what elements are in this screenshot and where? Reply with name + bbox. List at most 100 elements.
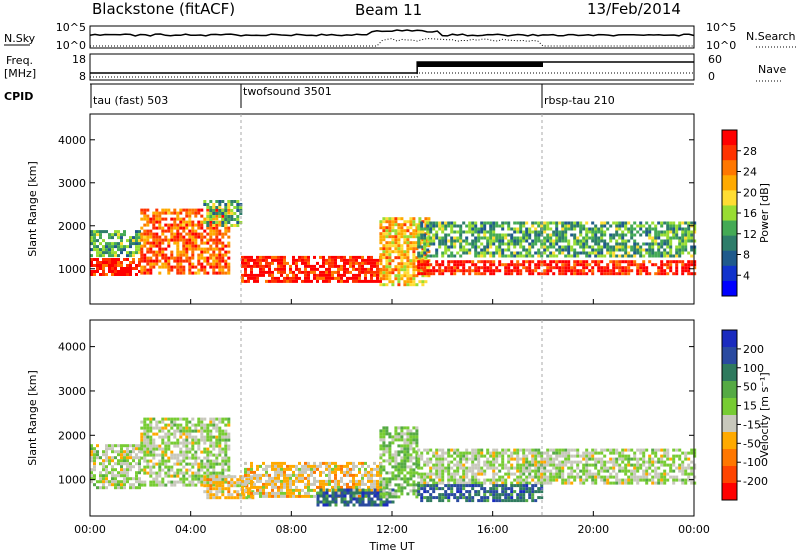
power-cell bbox=[421, 238, 425, 242]
velocity-cell bbox=[322, 500, 326, 504]
power-cell bbox=[391, 268, 395, 272]
velocity-cell bbox=[346, 491, 350, 495]
velocity-cell bbox=[693, 466, 697, 470]
velocity-cell bbox=[262, 482, 265, 486]
power-cell bbox=[678, 248, 682, 252]
power-cell bbox=[495, 251, 499, 255]
velocity-cell bbox=[423, 478, 427, 482]
velocity-cell bbox=[648, 478, 652, 482]
velocity-cell bbox=[227, 481, 231, 485]
power-cell bbox=[492, 242, 496, 246]
velocity-cell bbox=[319, 485, 322, 489]
power-cell bbox=[606, 221, 610, 225]
velocity-cell bbox=[209, 475, 213, 479]
velocity-cell bbox=[513, 466, 517, 470]
power-cell bbox=[444, 233, 448, 237]
velocity-cell bbox=[158, 453, 162, 457]
velocity-cell bbox=[462, 451, 466, 455]
velocity-cell bbox=[468, 484, 472, 488]
power-cell bbox=[687, 230, 691, 234]
velocity-cell bbox=[465, 466, 469, 470]
velocity-cell bbox=[203, 475, 207, 479]
power-cell bbox=[215, 262, 219, 266]
power-cell bbox=[200, 208, 204, 212]
velocity-cell bbox=[352, 464, 355, 468]
velocity-cell bbox=[624, 478, 628, 482]
velocity-cell bbox=[158, 444, 162, 448]
power-cell bbox=[564, 245, 568, 249]
beam-title: Beam 11 bbox=[355, 1, 422, 19]
power-cell bbox=[429, 242, 433, 246]
velocity-cell bbox=[143, 444, 147, 448]
power-cell bbox=[99, 264, 102, 267]
power-cell bbox=[693, 224, 697, 228]
power-cell bbox=[600, 245, 604, 249]
power-cell bbox=[388, 280, 392, 284]
power-cell bbox=[669, 263, 673, 267]
velocity-cell bbox=[155, 480, 159, 484]
velocity-cell bbox=[615, 481, 619, 485]
velocity-cell bbox=[283, 476, 286, 480]
power-cell bbox=[176, 265, 180, 269]
velocity-cell bbox=[537, 472, 541, 476]
velocity-cell bbox=[370, 482, 373, 486]
velocity-cell bbox=[96, 486, 99, 490]
power-cell bbox=[561, 239, 565, 243]
power-cell bbox=[239, 206, 243, 209]
velocity-cell bbox=[642, 475, 646, 479]
power-cell bbox=[286, 273, 289, 277]
velocity-cell bbox=[570, 463, 574, 467]
power-cell bbox=[489, 260, 493, 264]
power-cell bbox=[615, 248, 619, 252]
velocity-cell bbox=[663, 448, 667, 452]
power-cell bbox=[340, 258, 343, 262]
power-cell bbox=[420, 263, 424, 267]
velocity-cell bbox=[400, 483, 404, 487]
power-cell bbox=[176, 259, 180, 263]
velocity-cell bbox=[552, 478, 556, 482]
velocity-cell bbox=[295, 476, 298, 480]
power-cell bbox=[543, 242, 547, 246]
power-cell bbox=[561, 251, 565, 255]
velocity-cell bbox=[397, 471, 401, 475]
power-cell bbox=[93, 248, 96, 252]
velocity-cell bbox=[358, 503, 362, 507]
velocity-cell bbox=[164, 447, 168, 451]
velocity-cell bbox=[531, 457, 535, 461]
power-cell bbox=[206, 206, 210, 209]
power-cell bbox=[304, 273, 307, 277]
velocity-cell bbox=[140, 456, 144, 460]
power-cell bbox=[537, 248, 541, 252]
power-cell bbox=[573, 251, 577, 255]
velocity-cell bbox=[179, 435, 183, 439]
velocity-cell bbox=[397, 453, 401, 457]
power-cell bbox=[286, 279, 289, 283]
power-cell bbox=[648, 260, 652, 264]
velocity-cell bbox=[328, 476, 331, 480]
power-cell bbox=[93, 264, 96, 267]
power-cell bbox=[450, 242, 454, 246]
velocity-cell bbox=[143, 459, 147, 463]
power-cell bbox=[510, 260, 514, 264]
power-cell bbox=[567, 269, 571, 273]
power-cell bbox=[179, 268, 183, 272]
velocity-cell bbox=[645, 448, 649, 452]
power-cell bbox=[459, 230, 463, 234]
velocity-cell bbox=[176, 474, 180, 478]
power-cell bbox=[579, 260, 583, 264]
power-cell bbox=[639, 248, 643, 252]
power-cell bbox=[289, 270, 292, 274]
velocity-cell bbox=[158, 462, 162, 466]
velocity-cell bbox=[678, 457, 682, 461]
power-cell bbox=[639, 266, 643, 270]
velocity-cell bbox=[164, 483, 168, 487]
power-cell bbox=[597, 266, 601, 270]
velocity-cell bbox=[367, 464, 370, 468]
velocity-cell bbox=[516, 469, 520, 473]
power-cell bbox=[206, 208, 210, 212]
power-cell bbox=[209, 229, 213, 233]
velocity-cell bbox=[286, 479, 289, 483]
power-cell bbox=[621, 224, 625, 228]
velocity-cell bbox=[498, 478, 502, 482]
power-cell bbox=[435, 230, 439, 234]
